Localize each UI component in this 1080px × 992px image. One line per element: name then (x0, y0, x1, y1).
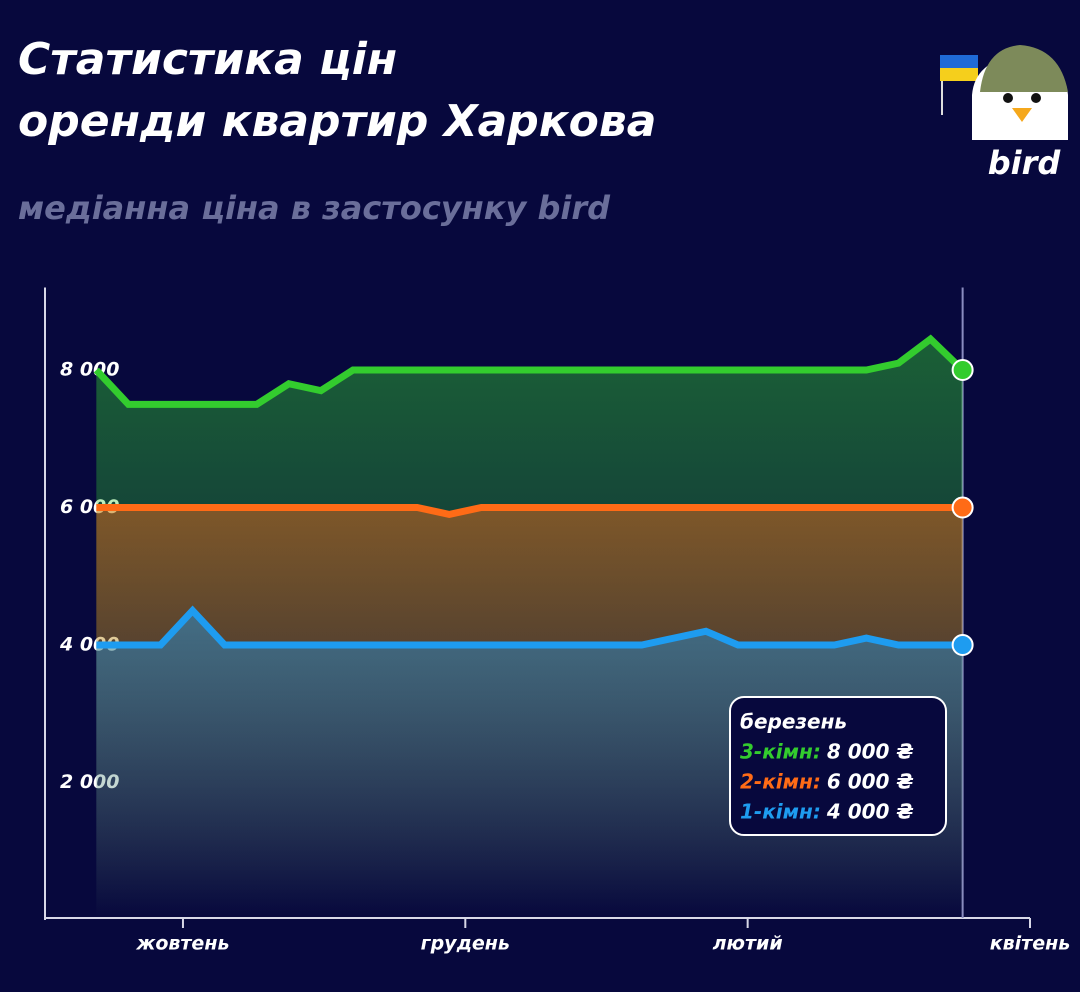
tooltip-value: 4 000 ₴ (826, 800, 914, 824)
chart-title: оренди квартир Харкова (18, 96, 656, 147)
tooltip-value: 8 000 ₴ (827, 740, 914, 764)
end-point (951, 359, 974, 381)
logo-text: bird (988, 144, 1062, 182)
line (93, 334, 966, 408)
tooltip-box (729, 696, 947, 836)
x-tick-label: лютий (713, 933, 783, 955)
area (96, 610, 963, 917)
line (96, 504, 963, 518)
chart-subtitle: медіанна ціна в застосунку bird (18, 189, 611, 227)
legend-label: 3-кімн: (740, 740, 821, 764)
tooltip-value: 6 000 ₴ (827, 770, 914, 794)
logo: bird (940, 45, 1068, 182)
legend-label: 2-кімн: (740, 770, 821, 794)
end-point (951, 496, 974, 519)
x-tick-label: квітень (990, 933, 1070, 955)
legend-label: 1-кімн: (740, 800, 821, 824)
line (96, 605, 963, 649)
end-point (951, 634, 974, 656)
x-tick-label: жовтень (135, 933, 229, 955)
chart-title: Статистика цін (18, 34, 397, 85)
tooltip-title: березень (740, 710, 847, 734)
x-tick-label: грудень (421, 933, 510, 955)
y-tick-label: 8 000 (60, 359, 120, 381)
